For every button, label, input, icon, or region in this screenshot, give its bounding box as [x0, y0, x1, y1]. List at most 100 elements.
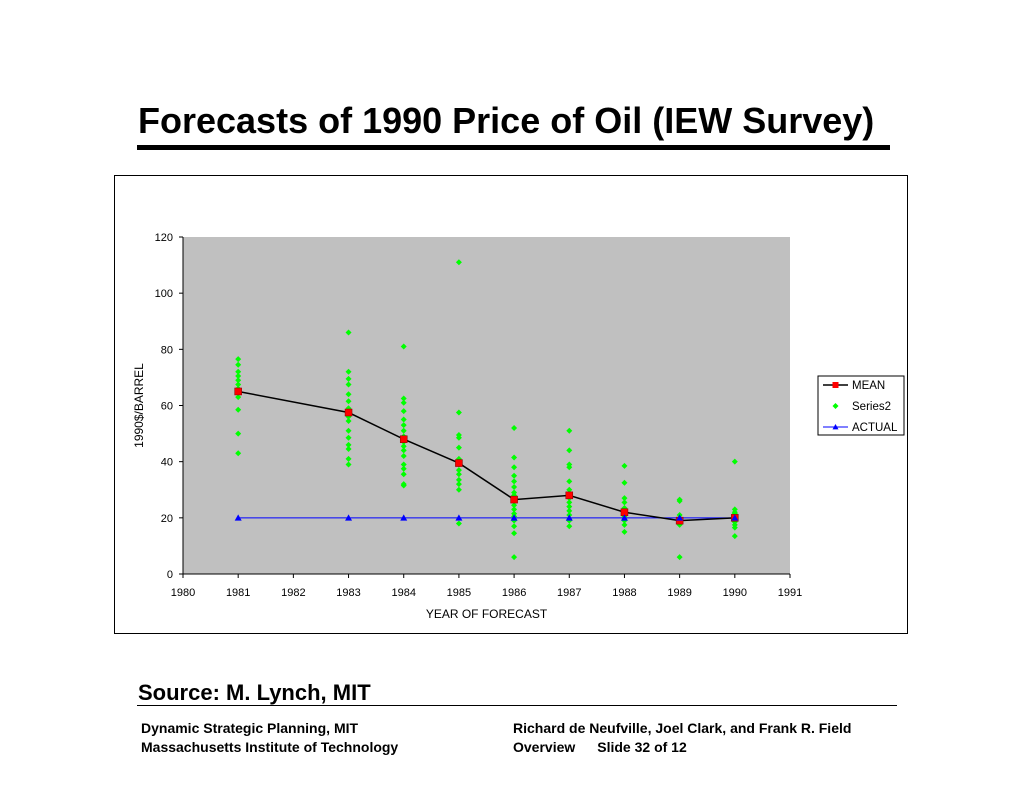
series2-point	[345, 417, 352, 424]
mean-point	[344, 408, 353, 417]
series2-point	[621, 462, 628, 469]
series2-point	[566, 507, 573, 514]
series2-point	[511, 530, 518, 537]
series2-point	[235, 430, 242, 437]
series2-point	[235, 394, 242, 401]
y-tick-label: 100	[155, 288, 173, 300]
series2-point	[511, 454, 518, 461]
series2-point	[621, 499, 628, 506]
x-tick-label: 1981	[226, 587, 250, 599]
series2-point	[676, 497, 683, 504]
series2-point	[400, 427, 407, 434]
series2-point	[400, 408, 407, 415]
x-tick-label: 1990	[723, 587, 747, 599]
series2-point	[731, 458, 738, 465]
series2-point	[400, 399, 407, 406]
actual-point	[234, 514, 242, 521]
oil-price-chart: 0 20 40 60 80 100 120 1980 1981 1982 1983 1984 1985 1…	[132, 232, 905, 621]
legend-actual-marker	[832, 424, 839, 430]
x-tick-label: 1985	[447, 587, 471, 599]
series2-point	[235, 377, 242, 384]
y-tick-label: 0	[167, 569, 173, 581]
series2-point	[400, 416, 407, 423]
series2-point	[455, 434, 462, 441]
series2-point	[511, 554, 518, 561]
y-tick-label: 80	[161, 344, 173, 356]
series2-point	[455, 486, 462, 493]
mean-point	[510, 495, 518, 504]
x-tick-label: 1982	[281, 587, 305, 599]
series2-point	[511, 472, 518, 479]
series2-point	[621, 521, 628, 528]
series2-point	[511, 523, 518, 530]
series2-point	[455, 481, 462, 488]
footer-divider	[137, 705, 897, 706]
legend-label: ACTUAL	[852, 422, 898, 434]
series2-point	[621, 479, 628, 486]
legend-series2-marker	[832, 403, 839, 409]
series2-point	[566, 486, 573, 493]
series2-point	[235, 450, 242, 457]
series2-point	[455, 476, 462, 483]
series2-point	[400, 395, 407, 402]
actual-point	[400, 514, 408, 521]
y-tick-label: 60	[161, 401, 173, 413]
actual-point	[345, 514, 353, 521]
series2-point	[400, 443, 407, 450]
series2-point	[400, 422, 407, 429]
series2-point	[511, 502, 518, 509]
actual-point	[565, 514, 573, 521]
series2-point	[400, 447, 407, 454]
source-credit: Source: M. Lynch, MIT	[138, 680, 371, 705]
series2-point	[345, 391, 352, 398]
series2-point	[455, 259, 462, 266]
x-tick-label: 1984	[391, 587, 415, 599]
series2-point	[511, 483, 518, 490]
chart-frame: 0 20 40 60 80 100 120 1980 1981 1982 1983 1984 1985 1…	[114, 175, 908, 634]
title-underline	[137, 145, 890, 150]
footer-slide-number: Slide 32 of 12	[597, 739, 687, 755]
x-tick-label: 1989	[667, 587, 691, 599]
y-tick-label: 40	[161, 457, 173, 469]
series2-point	[400, 482, 407, 489]
series2-point	[400, 471, 407, 478]
x-tick-label: 1988	[612, 587, 636, 599]
mean-point	[455, 459, 463, 467]
x-tick-label: 1983	[336, 587, 360, 599]
x-tick-label: 1991	[778, 587, 802, 599]
series2-point	[400, 343, 407, 350]
series2-point	[345, 329, 352, 336]
footer-slide-info: Overview Slide 32 of 12	[513, 739, 687, 755]
series2-point	[400, 461, 407, 468]
series2-point	[566, 499, 573, 506]
series2-point	[731, 533, 738, 540]
actual-point	[731, 514, 739, 521]
series2-point	[566, 427, 573, 434]
series2-point	[345, 427, 352, 434]
series2-point	[566, 447, 573, 454]
legend-label: MEAN	[852, 380, 885, 392]
mean-point	[399, 435, 408, 443]
series2-point	[400, 453, 407, 460]
footer-course-name: Dynamic Strategic Planning, MIT	[141, 720, 359, 736]
series2-point	[566, 523, 573, 530]
x-tick-label: 1980	[171, 587, 195, 599]
series2-point	[676, 554, 683, 561]
y-tick-label: 120	[155, 232, 173, 244]
series2-point	[566, 464, 573, 471]
legend-box	[817, 375, 905, 436]
series2-point	[621, 528, 628, 535]
y-tick-label: 20	[161, 513, 173, 525]
actual-point	[510, 514, 518, 521]
mean-point	[565, 491, 574, 500]
series2-point	[455, 409, 462, 416]
series2-point	[455, 467, 462, 474]
series2-point	[345, 434, 352, 441]
series2-point	[345, 375, 352, 382]
series2-point	[235, 406, 242, 413]
mean-point	[234, 387, 242, 396]
series2-point	[455, 520, 462, 527]
actual-point	[676, 514, 684, 521]
series2-point	[235, 356, 242, 363]
series2-point	[235, 381, 242, 388]
